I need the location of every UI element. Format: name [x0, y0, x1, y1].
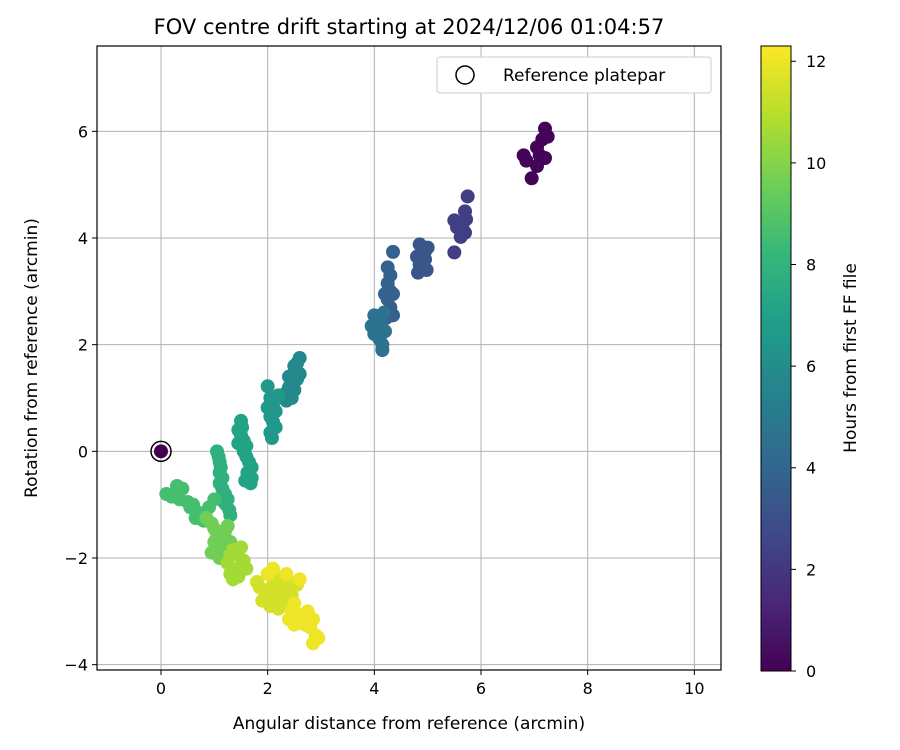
- scatter-point: [234, 540, 248, 555]
- grid-lines: [97, 46, 721, 670]
- scatter-point: [306, 636, 320, 651]
- chart-title: FOV centre drift starting at 2024/12/06 …: [154, 15, 665, 39]
- colorbar-ticks: 0 2 4 6 8 10 12: [791, 52, 826, 681]
- legend: Reference platepar: [436, 56, 712, 94]
- legend-box: [436, 56, 712, 94]
- scatter-point: [271, 601, 286, 616]
- colorbar-gradient: [760, 45, 792, 672]
- x-tick-label: 6: [476, 679, 486, 698]
- scatter-point: [373, 316, 388, 331]
- colorbar-tick-label: 10: [806, 154, 826, 173]
- scatter-point: [375, 343, 390, 357]
- y-tick-label: −2: [64, 549, 88, 568]
- scatter-point: [411, 265, 426, 280]
- colorbar-tick-label: 2: [806, 560, 816, 579]
- y-tick-label: 4: [78, 229, 88, 248]
- scatter-point: [519, 153, 534, 168]
- colorbar-label: Hours from first FF file: [841, 263, 861, 453]
- scatter-point: [540, 129, 555, 144]
- y-axis-label: Rotation from reference (arcmin): [22, 218, 42, 498]
- scatter-point: [378, 287, 392, 301]
- scatter-point: [238, 473, 253, 488]
- y-tick-label: 6: [78, 122, 88, 141]
- scatter-point: [271, 388, 286, 403]
- legend-entry-label: Reference platepar: [503, 66, 665, 86]
- scatter-point: [202, 500, 216, 515]
- scatter-point: [453, 229, 468, 244]
- scatter-point: [386, 244, 400, 259]
- x-tick-label: 2: [263, 679, 273, 698]
- x-tick-label: 4: [369, 679, 379, 698]
- scatter-point: [207, 535, 222, 549]
- scatter-point: [460, 189, 475, 204]
- x-tick-label: 10: [684, 679, 704, 698]
- x-tick-label: 8: [583, 679, 593, 698]
- scatter-point: [260, 567, 275, 581]
- scatter-point: [188, 511, 203, 525]
- scatter-point: [376, 305, 391, 320]
- scatter-point: [260, 379, 275, 394]
- colorbar-tick-label: 8: [806, 255, 816, 274]
- colorbar-tick-label: 4: [806, 459, 816, 478]
- scatter-point: [235, 420, 250, 435]
- scatter-point: [530, 159, 544, 173]
- scatter-point: [264, 431, 279, 445]
- reference-ring: [150, 440, 172, 463]
- colorbar-tick-label: 6: [806, 357, 816, 376]
- scatter-point: [292, 615, 307, 629]
- plot-frame: [96, 45, 722, 671]
- x-axis-label: Angular distance from reference (arcmin): [233, 714, 585, 734]
- reference-point: [154, 444, 168, 459]
- y-axis-ticks: −4 −2 0 2 4 6: [64, 122, 97, 675]
- scatter-point: [220, 519, 235, 533]
- reference-marker: [150, 440, 172, 463]
- scatter-point: [223, 508, 238, 523]
- scatter-point: [416, 247, 431, 261]
- scatter-points: [159, 121, 555, 651]
- scatter-point: [284, 391, 299, 405]
- colorbar-tick-label: 12: [806, 52, 826, 71]
- scatter-point: [447, 245, 462, 260]
- scatter-point: [239, 561, 254, 576]
- legend-marker-icon: [455, 65, 475, 85]
- y-tick-label: 0: [78, 442, 88, 461]
- y-tick-label: −4: [64, 656, 88, 675]
- x-tick-label: 0: [156, 679, 166, 698]
- plot-area: [97, 46, 721, 670]
- x-axis-ticks: 0 2 4 6 8 10: [156, 670, 705, 698]
- scatter-point: [524, 171, 539, 186]
- scatter-point: [159, 487, 174, 501]
- scatter-point: [292, 572, 307, 587]
- colorbar: 0 2 4 6 8 10 12 Hours from first FF file: [760, 45, 861, 681]
- colorbar-tick-label: 0: [806, 662, 816, 681]
- scatter-point: [175, 481, 190, 496]
- scatter-point: [279, 567, 294, 581]
- scatter-point: [282, 369, 296, 384]
- y-tick-label: 2: [78, 336, 88, 355]
- scatter-point: [223, 548, 238, 563]
